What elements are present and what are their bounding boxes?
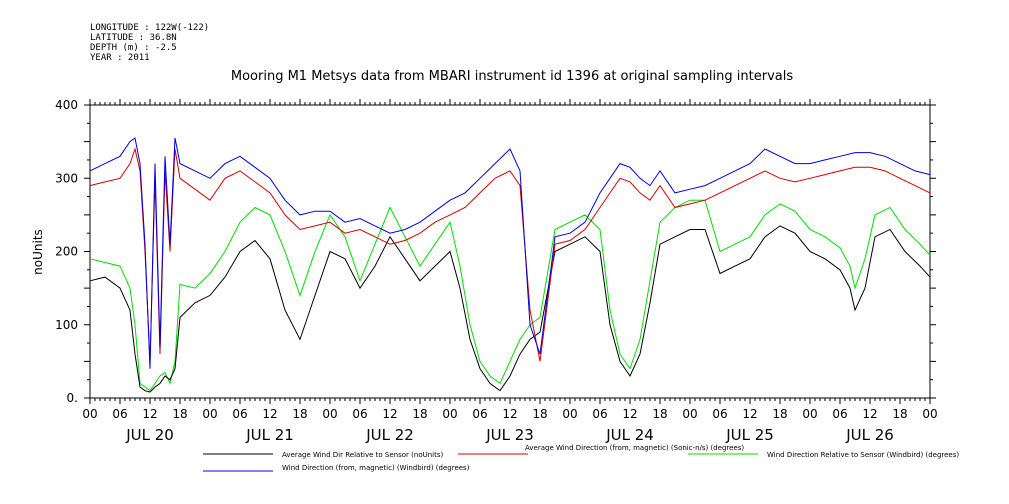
x-hour-label: 18: [172, 407, 187, 421]
x-hour-label: 06: [232, 407, 247, 421]
y-axis: 0. 100 200 300 400: [55, 98, 936, 405]
x-day-label: JUL 26: [845, 426, 894, 444]
x-hour-label: 12: [502, 407, 517, 421]
x-hour-label: 06: [592, 407, 607, 421]
x-hour-label: 12: [742, 407, 757, 421]
x-hour-label: 06: [352, 407, 367, 421]
x-hour-label: 18: [412, 407, 427, 421]
x-hour-label: 06: [712, 407, 727, 421]
x-hour-label: 00: [922, 407, 937, 421]
x-hour-label: 18: [292, 407, 307, 421]
legend-label-3: Wind Direction (from, magnetic) (Windbir…: [282, 464, 470, 472]
x-hour-label: 18: [532, 407, 547, 421]
y-tick-label: 0.: [67, 391, 78, 405]
x-hour-label: 18: [772, 407, 787, 421]
x-hour-label: 12: [382, 407, 397, 421]
x-hour-label: 06: [832, 407, 847, 421]
x-hour-label: 06: [112, 407, 127, 421]
x-day-label: JUL 23: [485, 426, 534, 444]
y-tick-label: 300: [55, 171, 78, 185]
legend-label-1: Average Wind Direction (from, magnetic) …: [525, 444, 744, 452]
x-hour-label: 12: [862, 407, 877, 421]
x-hour-label: 12: [262, 407, 277, 421]
legend-label-2: Wind Direction Relative to Sensor (Windb…: [767, 451, 959, 459]
x-day-label: JUL 20: [125, 426, 174, 444]
y-tick-label: 200: [55, 245, 78, 259]
year-label: YEAR : 2011: [90, 53, 150, 63]
x-hour-label: 00: [202, 407, 217, 421]
x-day-label: JUL 25: [725, 426, 774, 444]
legend: Average Wind Dir Relative to Sensor (noU…: [203, 444, 959, 472]
latitude-label: LATITUDE : 36.8N: [90, 33, 177, 43]
longitude-label: LONGITUDE : 122W(-122): [90, 23, 209, 33]
x-hour-label: 12: [622, 407, 637, 421]
x-hour-label: 00: [562, 407, 577, 421]
series-line-3: [89, 137, 931, 369]
depth-label: DEPTH (m) : -2.5: [90, 43, 177, 53]
x-day-label: JUL 22: [365, 426, 414, 444]
x-hour-label: 18: [652, 407, 667, 421]
x-hour-label: 12: [142, 407, 157, 421]
x-hour-label: 06: [472, 407, 487, 421]
x-hour-label: 00: [322, 407, 337, 421]
series-line-0: [89, 225, 931, 393]
x-hour-label: 00: [802, 407, 817, 421]
series-line-1: [89, 147, 931, 362]
chart-title: Mooring M1 Metsys data from MBARI instru…: [231, 69, 793, 84]
x-axis: 00 06 12 18 00 06 12 18 00 06 12 18 00 06 12 18 00 06 12 18…: [82, 99, 938, 444]
series-layer: [89, 137, 931, 393]
series-line-2: [89, 199, 931, 392]
x-day-label: JUL 21: [245, 426, 294, 444]
legend-label-0: Average Wind Dir Relative to Sensor (noU…: [282, 451, 443, 459]
x-day-label: JUL 24: [605, 426, 654, 444]
metadata-header: LONGITUDE : 122W(-122) LATITUDE : 36.8N …: [90, 23, 209, 63]
x-hour-label: 00: [682, 407, 697, 421]
y-tick-label: 100: [55, 318, 78, 332]
y-axis-label: noUnits: [31, 229, 45, 275]
y-tick-label: 400: [55, 98, 78, 112]
x-hour-label: 00: [442, 407, 457, 421]
x-hour-label: 00: [82, 407, 97, 421]
x-hour-label: 18: [892, 407, 907, 421]
